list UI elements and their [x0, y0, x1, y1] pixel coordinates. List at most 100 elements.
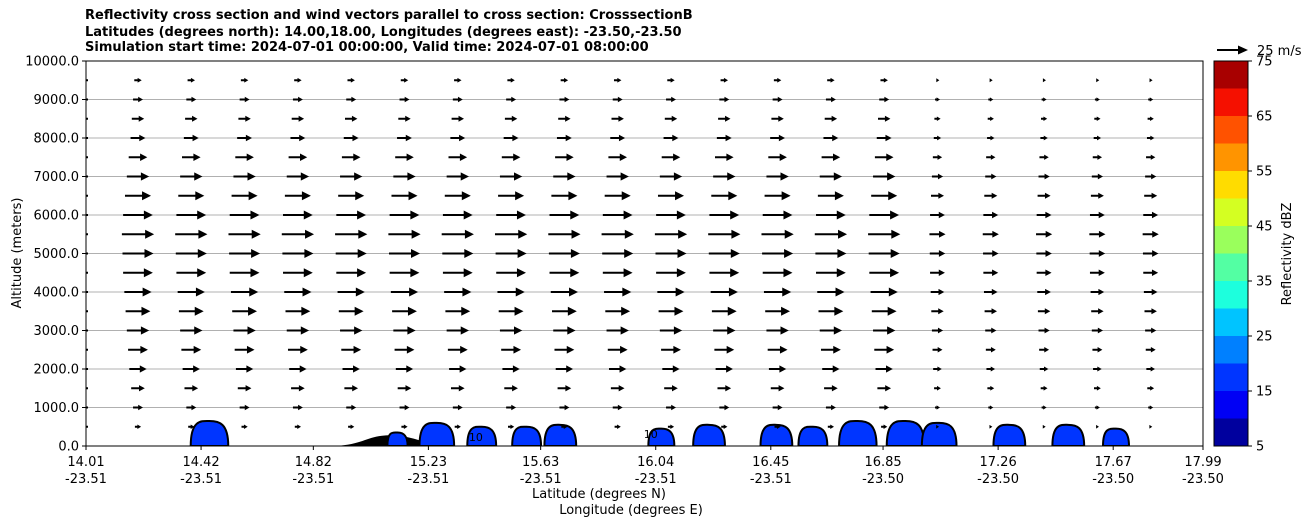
- wind-vector-edge: [86, 98, 88, 101]
- wind-vector-head: [567, 326, 576, 335]
- wind-vector-head: [992, 250, 999, 257]
- wind-vector-head: [464, 229, 474, 239]
- echo-cell: [543, 423, 578, 446]
- wind-vector-head: [727, 306, 737, 316]
- wind-vector-head: [989, 97, 994, 102]
- wind-vector-head: [405, 115, 411, 122]
- x-tick-label-lat: 15.63: [522, 455, 559, 470]
- x-tick-label-lon: -23.51: [65, 472, 107, 487]
- wind-vector-head: [884, 96, 890, 103]
- wind-vector-head: [463, 210, 473, 220]
- x-tick-label-lon: -23.50: [1182, 472, 1224, 487]
- wind-vector-head: [568, 191, 578, 201]
- wind-vector-head: [834, 306, 844, 316]
- wind-vector-head: [355, 191, 365, 201]
- wind-vector-head: [937, 327, 944, 334]
- wind-vector-head: [406, 153, 414, 161]
- wind-vector-edge: [86, 117, 88, 120]
- wind-vector-head: [617, 96, 623, 103]
- wind-vector-head: [990, 116, 994, 121]
- wind-vector-head: [891, 229, 901, 239]
- wind-vector-head: [302, 287, 312, 297]
- wind-vector-head: [191, 96, 197, 103]
- wind-vector-head: [672, 385, 678, 392]
- wind-vector-head: [728, 191, 738, 201]
- wind-vector-head: [194, 172, 203, 181]
- wind-vector-head: [510, 77, 515, 83]
- wind-vector-head: [991, 192, 998, 199]
- wind-vector-head: [350, 424, 355, 429]
- wind-vector-head: [246, 345, 255, 354]
- wind-vector-head: [673, 345, 681, 354]
- wind-vector-head: [991, 308, 997, 315]
- wind-vector-head: [621, 306, 631, 316]
- wind-vector-head: [354, 326, 363, 335]
- wind-vector-head: [730, 268, 740, 278]
- wind-vector-head: [1096, 405, 1100, 410]
- wind-vector-head: [780, 172, 789, 181]
- wind-vector-head: [352, 134, 359, 142]
- wind-vector-head: [515, 287, 525, 297]
- wind-vector-head: [991, 327, 997, 334]
- wind-vector-head: [1043, 135, 1048, 141]
- wind-key-label: 25 m/s: [1257, 44, 1302, 59]
- wind-vector-head: [618, 385, 625, 392]
- wind-vector-head: [298, 385, 305, 392]
- wind-vector-head: [303, 210, 313, 220]
- wind-vector-head: [190, 77, 196, 83]
- wind-vector-head: [243, 424, 248, 429]
- wind-vector-edge: [86, 310, 88, 313]
- wind-vector-head: [304, 249, 314, 258]
- wind-vector-head: [1097, 173, 1103, 180]
- colorbar: 5 15 25 35 45 55 65 75: [1213, 55, 1273, 455]
- wind-vector-head: [250, 210, 260, 220]
- wind-vector-head: [887, 306, 897, 316]
- wind-vector-head: [251, 249, 261, 258]
- wind-vector-head: [620, 172, 629, 181]
- wind-vector-head: [511, 96, 517, 103]
- wind-vector-head: [357, 210, 367, 220]
- colorbar-tick-label: 5: [1256, 440, 1264, 455]
- wind-vector-head: [565, 115, 571, 122]
- wind-vector-edge: [86, 156, 88, 159]
- wind-vector-head: [1098, 308, 1104, 315]
- y-tick-label: 9000.0: [34, 93, 80, 108]
- wind-vector-head: [886, 345, 895, 354]
- wind-vector-head: [299, 365, 307, 373]
- wind-vector-head: [142, 287, 152, 297]
- colorbar-segment: [1214, 61, 1248, 89]
- wind-vector-head: [564, 77, 569, 83]
- x-axis-label: Latitude (degrees N): [532, 487, 666, 502]
- wind-vector-head: [407, 306, 417, 316]
- x-axis-label-2: Longitude (degrees E): [559, 503, 703, 518]
- wind-vector-edge: [86, 194, 88, 197]
- wind-vector-head: [570, 210, 580, 220]
- wind-vector-head: [884, 115, 891, 122]
- wind-vector-head: [778, 385, 785, 392]
- wind-vector-head: [459, 365, 467, 373]
- wind-vector-head: [831, 96, 836, 103]
- wind-vector-head: [990, 154, 996, 160]
- wind-vector-head: [351, 404, 357, 411]
- wind-vector-head: [354, 172, 363, 181]
- x-tick-label-lat: 14.82: [295, 455, 332, 470]
- wind-vector-head: [404, 77, 409, 83]
- wind-vector-head: [784, 229, 794, 239]
- wind-vector-head: [938, 250, 946, 257]
- wind-vector-head: [457, 424, 461, 429]
- wind-vector-head: [730, 249, 740, 258]
- wind-vector-head: [139, 365, 147, 373]
- wind-vector-head: [457, 77, 462, 83]
- echo-cell: [692, 423, 726, 446]
- wind-vector-head: [777, 404, 783, 411]
- wind-vector-edge: [86, 214, 88, 216]
- wind-vector-head: [1043, 405, 1047, 410]
- wind-vector-head: [936, 97, 940, 102]
- wind-vector-head: [407, 326, 416, 335]
- wind-vector-head: [1096, 78, 1100, 83]
- wind-vector-head: [351, 115, 358, 122]
- wind-vector-head: [1097, 347, 1103, 353]
- y-tick-label: 3000.0: [34, 324, 80, 339]
- wind-vector-head: [780, 326, 789, 335]
